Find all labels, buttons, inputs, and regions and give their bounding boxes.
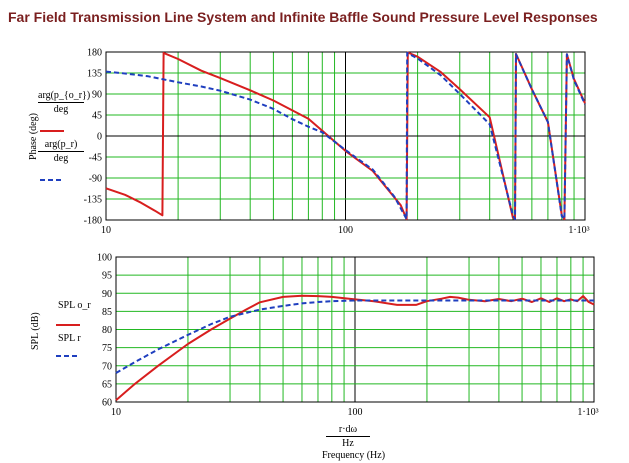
- top-ytick-label: -90: [89, 174, 102, 185]
- top-legend-blue: arg(p_r) deg: [38, 139, 84, 164]
- bottom-legend-blue: SPL r: [58, 333, 81, 344]
- top-ytick-label: 180: [87, 48, 102, 59]
- top-ytick-label: -180: [84, 216, 102, 227]
- bottom-x-axis-label: Frequency (Hz): [322, 450, 386, 461]
- bottom-ytick-label: 65: [102, 379, 112, 390]
- bottom-ytick-label: 95: [102, 271, 112, 282]
- bottom-legend-red: SPL o_r: [58, 300, 91, 311]
- top-ytick-label: 0: [97, 132, 102, 143]
- bottom-x-fraction-denominator: Hz: [342, 438, 354, 449]
- bottom-x-fraction-numerator: r·dω: [338, 424, 358, 435]
- bottom-ytick-label: 80: [102, 325, 112, 336]
- bottom-plot-frame: [115, 256, 595, 403]
- top-xtick-label: 100: [338, 225, 353, 236]
- top-legend-red-denominator: deg: [53, 104, 69, 115]
- top-legend-blue-numerator: arg(p_r): [44, 139, 78, 150]
- bottom-series-blue-line: [115, 299, 594, 374]
- top-xtick-label: 1·10³: [568, 225, 589, 236]
- bottom-xtick-label: 10: [111, 407, 121, 418]
- top-legend-red-numerator: arg(p_{o_r}): [38, 90, 91, 101]
- bottom-ytick-label: 90: [102, 289, 112, 300]
- chart-title: Far Field Transmission Line System and I…: [8, 9, 598, 25]
- bottom-xtick-label: 1·10³: [577, 407, 598, 418]
- top-ytick-label: 45: [92, 111, 102, 122]
- bottom-ytick-label: 75: [102, 343, 112, 354]
- bottom-ytick-label: 85: [102, 307, 112, 318]
- bottom-ytick-label: 60: [102, 398, 112, 409]
- top-xtick-label: 10: [101, 225, 111, 236]
- bottom-x-fraction: r·dω Hz: [326, 424, 370, 449]
- top-legend-blue-denominator: deg: [53, 153, 69, 164]
- bottom-xtick-label: 100: [348, 407, 363, 418]
- top-ytick-label: -135: [84, 195, 102, 206]
- top-ytick-label: 90: [92, 90, 102, 101]
- top-legend-red: arg(p_{o_r}) deg: [38, 90, 91, 115]
- top-ytick-label: -45: [89, 153, 102, 164]
- bottom-ytick-label: 100: [97, 253, 112, 264]
- bottom-series-red-line: [115, 294, 595, 401]
- top-ytick-label: 135: [87, 69, 102, 80]
- bottom-y-axis-label: SPL (dB): [30, 312, 41, 350]
- top-series-blue-line: [105, 51, 586, 221]
- top-plot-frame: [105, 51, 586, 221]
- bottom-ytick-label: 70: [102, 361, 112, 372]
